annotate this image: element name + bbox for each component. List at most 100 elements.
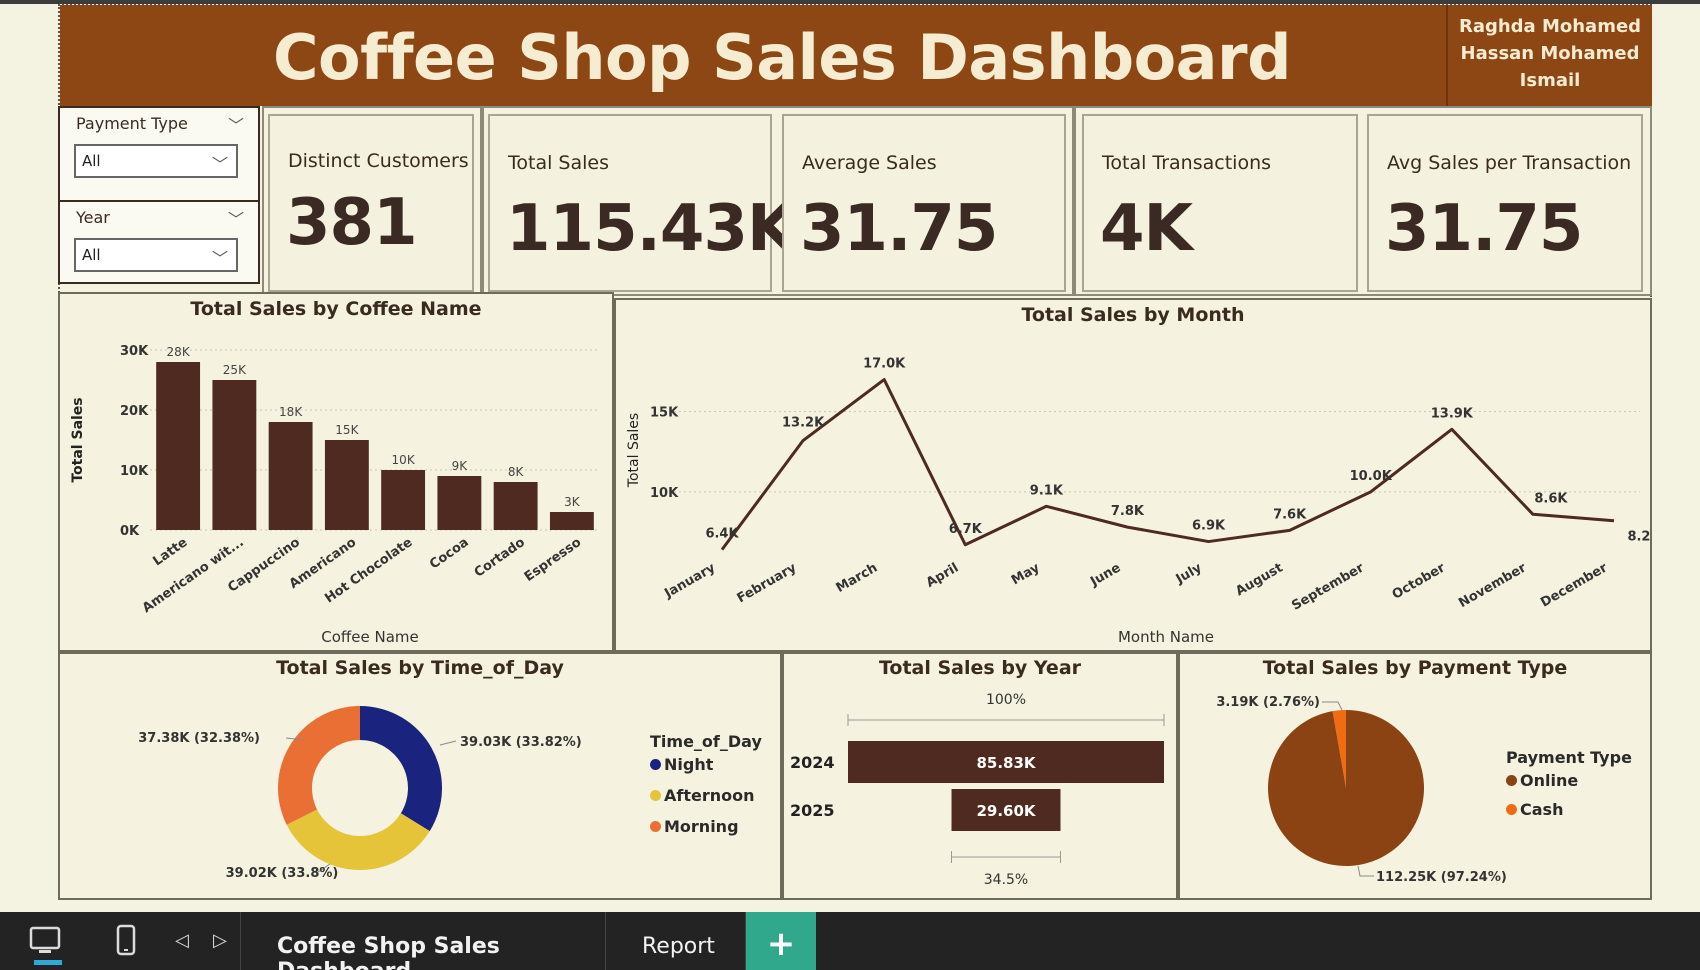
chart-title: Total Sales by Coffee Name [190, 298, 482, 320]
coffee-sales-chart-panel: Total Sales by Coffee Name 0K 10K 20K 30K 28… [58, 292, 614, 652]
kpi-label: Total Transactions [1102, 152, 1272, 174]
legend-item-night[interactable]: Night [650, 755, 762, 774]
x-axis-title: Coffee Name [321, 628, 418, 646]
kpi-label: Total Sales [508, 152, 609, 174]
data-label: 39.02K (33.8%) [226, 866, 339, 881]
coffee-bar-chart: 0K 10K 20K 30K 28K Latte 25K Americano wit... 18… [70, 344, 600, 646]
data-label: 3K [564, 495, 581, 509]
y-tick-label: 10K [120, 464, 149, 479]
kpi-avg-sales-per-transaction: Avg Sales per Transaction 31.75 [1367, 114, 1643, 292]
kpi-group-frame [482, 106, 1074, 296]
legend-item-cash[interactable]: Cash [1506, 800, 1632, 819]
kpi-average-sales: Average Sales 31.75 [782, 114, 1066, 292]
year-slicer: Year ﹀ All ﹀ [58, 200, 260, 284]
data-label: 3.19K (2.76%) [1216, 695, 1320, 710]
data-label: 6.4K [705, 527, 739, 542]
data-label: 10.0K [1350, 469, 1393, 484]
next-page-icon[interactable]: ▷ [213, 930, 227, 951]
legend-item-online[interactable]: Online [1506, 771, 1632, 790]
payment-type-slicer: Payment Type ﹀ All ﹀ [58, 106, 260, 202]
legend-title: Payment Type [1506, 748, 1632, 767]
y-axis-title: Total Sales [70, 397, 86, 482]
x-tick-label: October [1390, 560, 1449, 603]
annotation: 100% [986, 692, 1026, 708]
data-label: 13.9K [1431, 406, 1474, 421]
payment-type-dropdown[interactable]: All ﹀ [74, 144, 238, 178]
pie-slice [1332, 710, 1346, 788]
kpi-label: Average Sales [802, 152, 937, 174]
leader-line [317, 863, 331, 873]
x-tick-label: Latte [150, 535, 190, 569]
bar [549, 512, 594, 530]
data-label: 25K [223, 363, 247, 377]
bar [437, 476, 482, 530]
data-label: 85.83K [976, 754, 1036, 772]
previous-page-icon[interactable]: ◁ [175, 930, 189, 951]
x-tick-label: November [1456, 560, 1529, 611]
window-top-border [0, 0, 1700, 4]
legend-label: Online [1520, 771, 1579, 790]
data-label: 9K [452, 459, 469, 473]
kpi-group-frame [1074, 106, 1652, 296]
x-tick-label: June [1087, 560, 1123, 590]
legend-item-morning[interactable]: Morning [650, 817, 762, 836]
legend-label: Cash [1520, 800, 1564, 819]
x-tick-label: July [1173, 560, 1205, 587]
x-tick-label: December [1538, 560, 1610, 610]
data-label: 8.6K [1534, 491, 1568, 506]
legend-item-afternoon[interactable]: Afternoon [650, 786, 762, 805]
data-label: 8K [508, 465, 525, 479]
legend-label: Night [664, 755, 714, 774]
kpi-value: 4K [1100, 192, 1193, 266]
chart-title: Total Sales by Month [1021, 304, 1245, 326]
kpi-value: 115.43K [506, 192, 797, 266]
legend-label: Afternoon [664, 786, 755, 805]
chart-title: Total Sales by Time_of_Day [276, 657, 564, 679]
bar [324, 440, 369, 530]
chevron-down-icon: ﹀ [211, 155, 228, 174]
bar [848, 741, 1164, 783]
leader-line [1322, 701, 1343, 711]
tab-report[interactable]: Report [606, 912, 746, 970]
legend-title: Time_of_Day [650, 732, 762, 751]
data-label: 37.38K (32.38%) [138, 731, 260, 746]
x-tick-label: May [1009, 560, 1043, 588]
desktop-view-icon[interactable] [28, 926, 70, 970]
tab-coffee-shop-sales-dashboard[interactable]: Coffee Shop Sales Dashboard [240, 912, 606, 970]
chevron-down-icon[interactable]: ﹀ [227, 210, 244, 229]
author-line: Raghda Mohamed [1458, 16, 1642, 37]
bar [156, 362, 201, 530]
kpi-label: Distinct Customers [288, 150, 469, 172]
bar [951, 789, 1061, 831]
payment-type-pie: 112.25K (97.24%) 3.19K (2.76%) [1216, 695, 1506, 885]
kpi-total-sales: Total Sales 115.43K [488, 114, 797, 292]
y-tick-label: 0K [120, 524, 140, 539]
year-dropdown[interactable]: All ﹀ [74, 238, 238, 272]
legend-dot [1506, 775, 1517, 786]
data-label: 39.03K (33.82%) [460, 735, 582, 750]
data-label: 7.8K [1111, 504, 1145, 519]
data-label: 15K [335, 423, 359, 437]
author-box: Raghda Mohamed Hassan Mohamed Ismail [1446, 5, 1652, 106]
data-label: 10K [392, 453, 416, 467]
x-tick-label: Espresso [522, 535, 584, 585]
donut-slice [360, 706, 443, 832]
series-line [720, 378, 1615, 551]
add-page-button[interactable]: + [746, 912, 816, 970]
payment-type-legend: Payment Type Online Cash [1506, 748, 1632, 819]
bar [381, 470, 426, 530]
dropdown-value: All [82, 152, 101, 170]
month-sales-chart-panel: Total Sales by Month 10K 15K 6.4K January 13… [614, 298, 1652, 652]
chart-title: Total Sales by Payment Type [1262, 657, 1568, 679]
chevron-down-icon: ﹀ [211, 249, 228, 268]
chevron-down-icon[interactable]: ﹀ [227, 116, 244, 135]
dropdown-value: All [82, 246, 101, 264]
month-line-chart: 10K 15K 6.4K January 13.2K February 17.0K March… [626, 357, 1650, 646]
mobile-view-icon[interactable] [116, 924, 136, 960]
leader-line [439, 740, 457, 746]
x-tick-label: Americano wit... [140, 535, 247, 616]
time-of-day-donut: 39.03K (33.82%) 39.02K (33.8%) 37.38K (32.… [138, 706, 582, 881]
slicer-label: Payment Type [76, 114, 188, 133]
payment-type-chart-panel: Total Sales by Payment Type 112.25K (97.… [1178, 652, 1652, 900]
donut-slice [286, 809, 430, 870]
